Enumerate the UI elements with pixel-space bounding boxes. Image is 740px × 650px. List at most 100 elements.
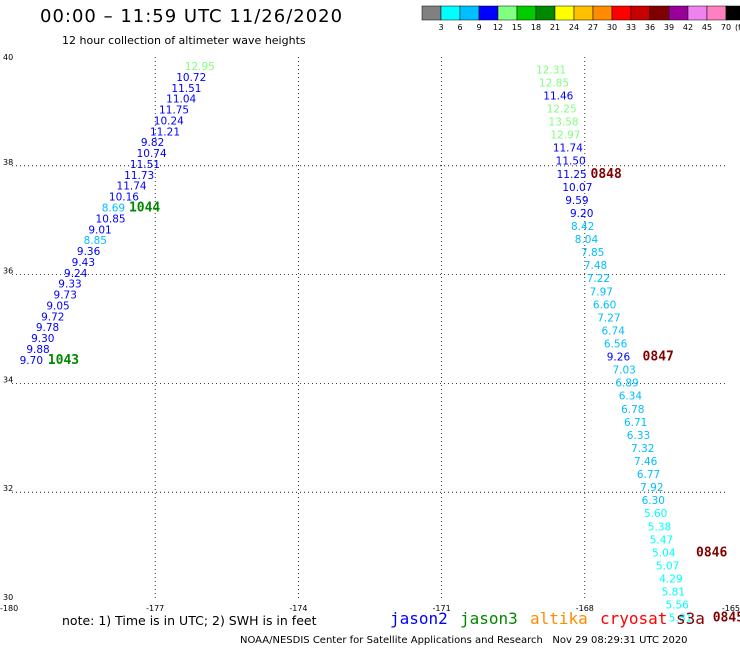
- time-label: 0846: [696, 545, 727, 560]
- colorbar-swatch: [516, 5, 537, 21]
- swh-point-label: 6.89: [615, 378, 638, 390]
- swh-point-label: 8.42: [571, 221, 594, 233]
- swh-point-label: 9.72: [41, 311, 64, 323]
- swh-point-label: 9.33: [58, 279, 81, 291]
- swh-point-label: 10.07: [562, 182, 592, 194]
- x-tick-label: -174: [289, 604, 307, 613]
- swh-point-label: 5.38: [648, 521, 671, 533]
- colorbar-swatch: [611, 5, 632, 21]
- colorbar-swatch: [478, 5, 499, 21]
- swh-point-label: 5.47: [650, 534, 673, 546]
- swh-point-label: 9.70: [20, 355, 43, 367]
- swh-point-label: 10.85: [96, 213, 126, 225]
- colorbar-label: 12: [493, 23, 503, 32]
- swh-point-label: 5.07: [656, 560, 679, 572]
- swh-point-label: 9.78: [36, 322, 59, 334]
- colorbar-swatch: [706, 5, 727, 21]
- swh-point-label: 7.22: [587, 273, 610, 285]
- swh-point-label: 9.43: [72, 257, 95, 269]
- swh-point-label: 4.29: [659, 574, 682, 586]
- y-tick-label: 30: [3, 593, 13, 602]
- colorbar-label: 36: [645, 23, 655, 32]
- y-tick-label: 32: [3, 484, 13, 493]
- swh-point-label: 12.97: [550, 130, 580, 142]
- swh-point-label: 7.92: [640, 482, 663, 494]
- swh-point-label: 6.30: [642, 495, 665, 507]
- swh-point-label: 6.60: [593, 299, 616, 311]
- colorbar-label: 27: [588, 23, 598, 32]
- colorbar-label: 45: [702, 23, 712, 32]
- swh-point-label: 12.95: [185, 61, 215, 73]
- y-tick-label: 40: [3, 53, 13, 62]
- swh-point-label: 7.27: [597, 312, 620, 324]
- colorbar-swatch: [668, 5, 689, 21]
- colorbar-label: 15: [512, 23, 522, 32]
- swh-point-label: 8.04: [575, 234, 599, 246]
- swh-point-label: 10.74: [137, 148, 167, 160]
- swh-point-label: 11.51: [130, 159, 160, 171]
- x-tick-label: -165: [722, 604, 740, 613]
- swh-point-label: 6.74: [602, 325, 626, 337]
- colorbar-swatch: [497, 5, 518, 21]
- swh-points: 12.9510.7211.5111.0411.7510.2411.219.821…: [20, 61, 693, 625]
- swh-point-label: 8.69: [102, 202, 125, 214]
- colorbar-swatch: [535, 5, 556, 21]
- grid-lines: [12, 57, 728, 601]
- swh-point-label: 11.51: [171, 83, 201, 95]
- colorbar-label: 21: [550, 23, 560, 32]
- swh-point-label: 11.46: [543, 90, 573, 102]
- chart-title: 00:00 – 11:59 UTC 11/26/2020: [40, 6, 344, 27]
- swh-point-label: 7.03: [612, 365, 635, 377]
- swh-point-label: 6.56: [604, 338, 628, 350]
- mission-jason2: jason2: [390, 609, 448, 628]
- colorbar-swatch: [725, 5, 740, 21]
- swh-point-label: 7.85: [581, 247, 604, 259]
- swh-point-label: 11.75: [159, 105, 189, 117]
- colorbar-swatch: [687, 5, 708, 21]
- colorbar-label: 9: [476, 23, 481, 32]
- mission-altika: altika: [530, 609, 588, 628]
- chart-subtitle: 12 hour collection of altimeter wave hei…: [62, 34, 306, 47]
- swh-point-label: 11.74: [553, 143, 583, 155]
- swh-point-label: 7.97: [590, 286, 613, 298]
- swh-point-label: 6.78: [621, 404, 644, 416]
- swh-point-label: 6.34: [619, 391, 643, 403]
- colorbar-label: 18: [531, 23, 541, 32]
- footer-credit: NOAA/NESDIS Center for Satellite Applica…: [240, 635, 688, 646]
- swh-point-label: 10.24: [154, 115, 184, 127]
- swh-point-label: 8.85: [84, 235, 107, 247]
- colorbar-label: 42: [683, 23, 693, 32]
- swh-point-label: 6.77: [637, 469, 660, 481]
- swh-point-label: 9.36: [77, 246, 101, 258]
- colorbar-label: 24: [569, 23, 579, 32]
- swh-point-label: 9.30: [31, 333, 54, 345]
- swh-point-label: 13.58: [549, 117, 579, 129]
- y-tick-label: 36: [3, 267, 13, 276]
- time-label: 1044: [129, 200, 160, 215]
- axis-ticks: -180 -177 -174 -171 -168 -165 40 38 36 34 32 30: [0, 53, 740, 613]
- colorbar-label: 39: [664, 23, 674, 32]
- y-tick-label: 34: [3, 375, 13, 384]
- colorbar-swatch: [630, 5, 651, 21]
- mission-s3a: s3a: [676, 609, 705, 628]
- swh-point-label: 5.81: [669, 613, 692, 625]
- y-tick-label: 38: [3, 158, 13, 167]
- swh-point-label: 7.32: [631, 443, 654, 455]
- swh-point-label: 9.20: [570, 208, 593, 220]
- time-label: 0845: [713, 611, 740, 626]
- swh-point-label: 11.04: [166, 94, 196, 106]
- time-labels: 1044 1043 0848 0847 0846 0845: [48, 167, 740, 626]
- swh-point-label: 11.73: [124, 170, 154, 182]
- swh-point-label: 5.56: [665, 600, 689, 612]
- colorbar-swatch: [440, 5, 461, 21]
- swh-point-label: 9.88: [26, 344, 49, 356]
- swh-point-label: 9.59: [565, 195, 588, 207]
- swh-point-label: 11.21: [150, 126, 180, 138]
- colorbar-label: 3: [438, 23, 443, 32]
- colorbar-swatch: [554, 5, 575, 21]
- footer-timestamp: Nov 29 08:29:31 UTC 2020: [552, 635, 688, 646]
- swh-point-label: 10.16: [109, 192, 139, 204]
- footer-agency: NOAA/NESDIS Center for Satellite Applica…: [240, 635, 543, 646]
